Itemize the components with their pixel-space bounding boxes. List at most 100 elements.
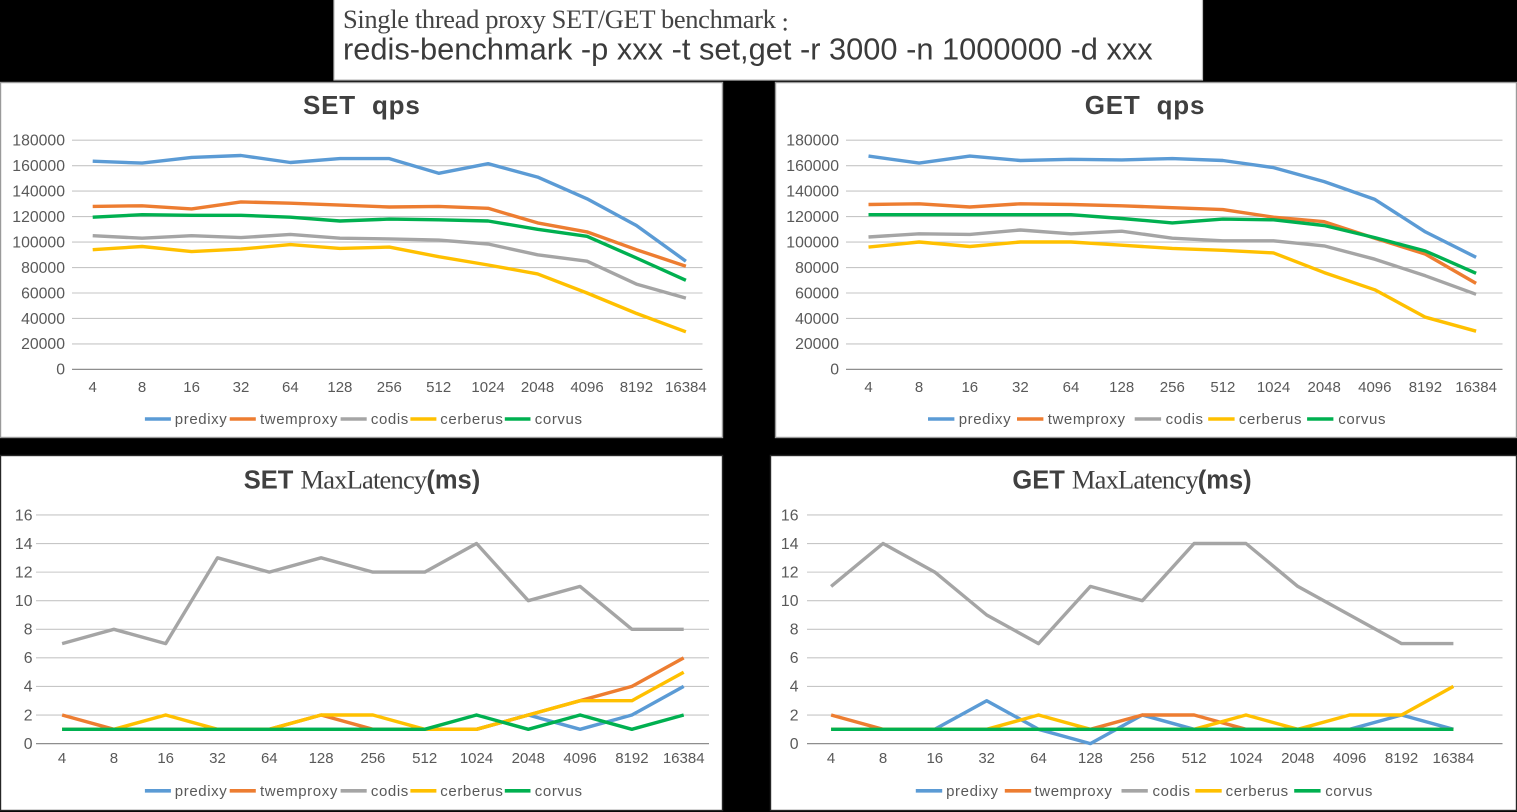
svg-text:2048: 2048 (512, 750, 545, 767)
svg-text:120000: 120000 (12, 209, 65, 226)
svg-text:128: 128 (1109, 379, 1134, 396)
svg-text:128: 128 (1078, 750, 1103, 767)
svg-text:redis-benchmark -p xxx -t set,: redis-benchmark -p xxx -t set,get -r 300… (343, 32, 1153, 67)
svg-text:codis: codis (1166, 411, 1204, 428)
svg-text:32: 32 (233, 379, 250, 396)
svg-text:140000: 140000 (786, 183, 839, 200)
svg-text:10: 10 (781, 593, 799, 610)
svg-text:4: 4 (864, 379, 872, 396)
svg-text:8: 8 (879, 750, 887, 767)
svg-text:256: 256 (360, 750, 385, 767)
svg-text:twemproxy: twemproxy (1035, 783, 1113, 800)
svg-text:256: 256 (1130, 750, 1155, 767)
svg-text:corvus: corvus (1338, 411, 1386, 428)
svg-text:12: 12 (15, 564, 33, 581)
svg-text:256: 256 (1160, 379, 1185, 396)
svg-text:64: 64 (282, 379, 299, 396)
svg-text:180000: 180000 (786, 132, 839, 149)
svg-text:2048: 2048 (1308, 379, 1341, 396)
svg-text:512: 512 (1210, 379, 1235, 396)
svg-text:1024: 1024 (460, 750, 493, 767)
svg-text:8: 8 (790, 622, 799, 639)
svg-text:32: 32 (209, 750, 226, 767)
svg-text:14: 14 (15, 536, 33, 553)
svg-text:10: 10 (15, 593, 33, 610)
svg-text:twemproxy: twemproxy (1048, 411, 1126, 428)
svg-text:predixy: predixy (175, 411, 228, 428)
svg-text:40000: 40000 (21, 311, 65, 328)
svg-text:codis: codis (1153, 783, 1191, 800)
svg-text:Single thread proxy SET/GET be: Single thread proxy SET/GET benchmark: (343, 4, 789, 37)
svg-text:codis: codis (371, 411, 409, 428)
svg-text:8192: 8192 (1409, 379, 1442, 396)
svg-text:4: 4 (24, 679, 33, 696)
svg-text:16384: 16384 (1455, 379, 1497, 396)
svg-text:120000: 120000 (786, 209, 839, 226)
svg-text:4: 4 (790, 679, 799, 696)
svg-text:SET qps: SET qps (303, 90, 421, 120)
svg-text:4096: 4096 (563, 750, 596, 767)
svg-text:512: 512 (1182, 750, 1207, 767)
svg-text:twemproxy: twemproxy (260, 783, 338, 800)
svg-text:16: 16 (157, 750, 174, 767)
svg-text:0: 0 (830, 362, 839, 379)
svg-text:1024: 1024 (1257, 379, 1290, 396)
svg-text:16384: 16384 (663, 750, 705, 767)
svg-text:4: 4 (58, 750, 66, 767)
svg-text:SET MaxLatency(ms): SET MaxLatency(ms) (244, 465, 480, 495)
svg-text:4: 4 (827, 750, 835, 767)
svg-text:4096: 4096 (570, 379, 603, 396)
svg-text:64: 64 (261, 750, 278, 767)
svg-text:4096: 4096 (1333, 750, 1366, 767)
svg-text:20000: 20000 (795, 336, 839, 353)
svg-text:16: 16 (183, 379, 200, 396)
svg-text:6: 6 (24, 650, 33, 667)
svg-text:1024: 1024 (1229, 750, 1262, 767)
svg-text:140000: 140000 (12, 183, 65, 200)
svg-text:0: 0 (790, 736, 799, 753)
svg-text:8: 8 (915, 379, 923, 396)
svg-text:128: 128 (309, 750, 334, 767)
svg-text:512: 512 (412, 750, 437, 767)
svg-text:8192: 8192 (620, 379, 653, 396)
svg-text:4: 4 (89, 379, 97, 396)
svg-text:80000: 80000 (795, 260, 839, 277)
svg-text:0: 0 (24, 736, 33, 753)
svg-text:cerberus: cerberus (440, 411, 503, 428)
svg-text:0: 0 (56, 362, 65, 379)
svg-text:16: 16 (15, 507, 33, 524)
svg-text:180000: 180000 (12, 132, 65, 149)
svg-text:codis: codis (371, 783, 409, 800)
svg-text:64: 64 (1030, 750, 1047, 767)
svg-text:128: 128 (327, 379, 352, 396)
svg-text:80000: 80000 (21, 260, 65, 277)
svg-text:16: 16 (961, 379, 978, 396)
svg-text:8192: 8192 (1385, 750, 1418, 767)
svg-text:predixy: predixy (175, 783, 228, 800)
svg-text:32: 32 (978, 750, 995, 767)
svg-text:16384: 16384 (665, 379, 707, 396)
svg-text:16: 16 (926, 750, 943, 767)
svg-text:20000: 20000 (21, 336, 65, 353)
svg-text:100000: 100000 (786, 234, 839, 251)
svg-text:GET qps: GET qps (1085, 90, 1206, 120)
svg-text:corvus: corvus (1325, 783, 1373, 800)
svg-text:60000: 60000 (795, 285, 839, 302)
svg-text:14: 14 (781, 536, 799, 553)
svg-text:8192: 8192 (615, 750, 648, 767)
svg-text:2048: 2048 (521, 379, 554, 396)
svg-text:cerberus: cerberus (1226, 783, 1289, 800)
svg-text:8: 8 (138, 379, 146, 396)
svg-text:cerberus: cerberus (440, 783, 503, 800)
svg-text:GET MaxLatency(ms): GET MaxLatency(ms) (1012, 465, 1251, 495)
svg-text:cerberus: cerberus (1239, 411, 1302, 428)
svg-text:100000: 100000 (12, 234, 65, 251)
svg-text:predixy: predixy (946, 783, 999, 800)
svg-text:64: 64 (1063, 379, 1080, 396)
svg-text:predixy: predixy (959, 411, 1012, 428)
svg-text:1024: 1024 (471, 379, 504, 396)
svg-text:twemproxy: twemproxy (260, 411, 338, 428)
svg-text:256: 256 (377, 379, 402, 396)
svg-text:16384: 16384 (1433, 750, 1475, 767)
svg-text:corvus: corvus (535, 783, 583, 800)
